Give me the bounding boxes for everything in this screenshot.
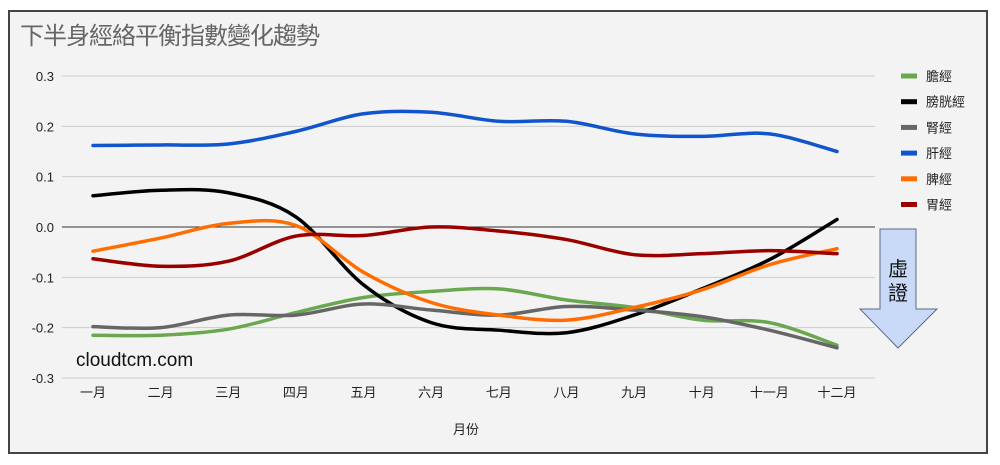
legend-label: 脾經 <box>926 172 952 187</box>
legend-swatch <box>901 99 917 105</box>
legend-swatch <box>901 176 917 182</box>
y-tick-label: -0.1 <box>32 270 54 285</box>
deficiency-arrow: 虛 證 <box>858 228 939 349</box>
y-tick-label: -0.3 <box>32 371 54 386</box>
series-line-腎經 <box>91 302 839 350</box>
legend-label: 膀胱經 <box>926 95 965 110</box>
x-tick-label: 五月 <box>351 385 377 400</box>
x-tick-label: 四月 <box>283 385 309 400</box>
x-tick-label: 七月 <box>486 385 512 400</box>
series-line-肝經 <box>91 109 839 154</box>
series-line-膽經 <box>91 286 839 348</box>
legend-label: 胃經 <box>926 198 952 213</box>
legend-label: 腎經 <box>926 120 952 135</box>
legend-label: 膽經 <box>926 69 952 84</box>
y-tick-label: 0.0 <box>36 220 54 235</box>
legend-swatch <box>901 73 917 79</box>
x-tick-label: 一月 <box>80 385 106 400</box>
y-tick-label: 0.3 <box>36 69 54 84</box>
series-line-胃經 <box>91 225 839 269</box>
x-tick-label: 六月 <box>418 385 444 400</box>
y-tick-label: -0.2 <box>32 321 54 336</box>
x-tick-label: 九月 <box>621 385 647 400</box>
chart-title: 下半身經絡平衡指數變化趨勢 <box>20 22 320 50</box>
series-line-脾經 <box>91 218 839 323</box>
legend-swatch <box>901 124 917 130</box>
y-tick-label: 0.2 <box>36 119 54 134</box>
watermark: cloudtcm.com <box>76 350 194 371</box>
x-tick-label: 三月 <box>215 385 241 400</box>
x-axis-label: 月份 <box>453 422 479 437</box>
x-tick-label: 十一月 <box>750 385 789 400</box>
y-tick-label: 0.1 <box>36 170 54 185</box>
x-tick-label: 二月 <box>148 385 174 400</box>
legend-label: 肝經 <box>926 146 952 161</box>
x-tick-label: 十月 <box>689 385 715 400</box>
x-tick-label: 八月 <box>553 385 579 400</box>
legend-swatch <box>901 202 917 207</box>
x-tick-label: 十二月 <box>817 385 856 400</box>
arrow-label-2: 證 <box>888 282 908 305</box>
legend-swatch <box>901 150 917 156</box>
arrow-label-1: 虛 <box>888 258 908 281</box>
